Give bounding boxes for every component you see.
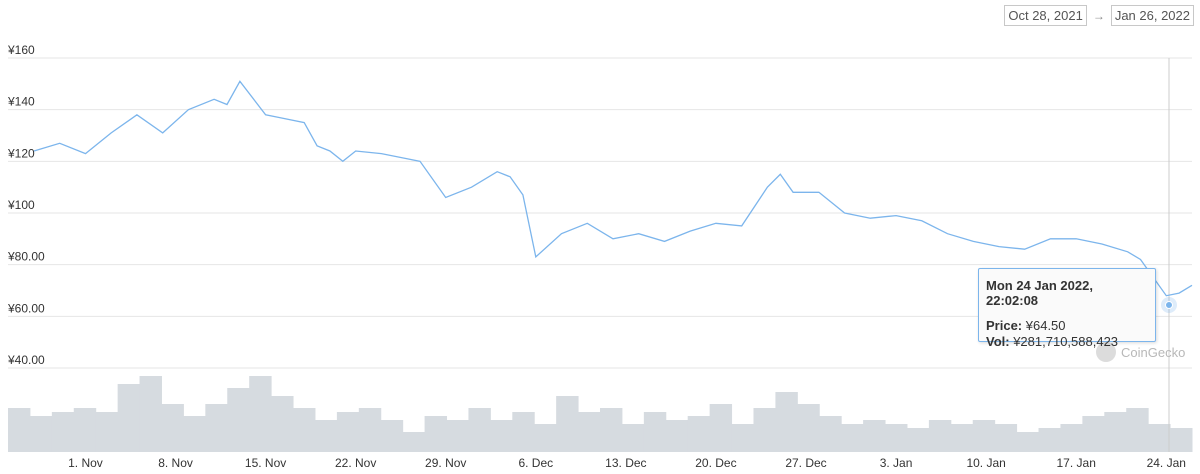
volume-bar bbox=[885, 424, 908, 452]
volume-bar bbox=[1126, 408, 1149, 452]
volume-bar bbox=[205, 404, 228, 452]
coingecko-logo-icon bbox=[1096, 342, 1116, 362]
x-tick-label: 6. Dec bbox=[518, 456, 553, 470]
volume-bar bbox=[556, 396, 579, 452]
volume-bar bbox=[29, 416, 53, 452]
x-tick-label: 24. Jan bbox=[1147, 456, 1186, 470]
y-tick-label: ¥80.00 bbox=[7, 250, 45, 264]
volume-bars bbox=[8, 376, 1193, 452]
x-tick-label: 17. Jan bbox=[1057, 456, 1096, 470]
volume-bar bbox=[95, 412, 119, 452]
x-tick-label: 20. Dec bbox=[695, 456, 736, 470]
y-axis-labels: ¥160 ¥140 ¥120 ¥100 ¥80.00 ¥60.00 ¥40.00 bbox=[7, 43, 45, 367]
volume-bar bbox=[183, 416, 206, 452]
y-tick-label: ¥40.00 bbox=[7, 353, 45, 367]
volume-bar bbox=[8, 408, 31, 452]
price-series-line bbox=[33, 80, 1193, 297]
volume-bar bbox=[424, 416, 448, 452]
watermark-text: CoinGecko bbox=[1121, 344, 1186, 360]
volume-bar bbox=[227, 388, 250, 452]
volume-bar bbox=[600, 408, 623, 452]
volume-bar bbox=[293, 408, 316, 452]
tooltip-volume-label: Vol: bbox=[986, 334, 1010, 349]
volume-bar bbox=[1170, 428, 1193, 452]
x-tick-label: 15. Nov bbox=[245, 456, 286, 470]
volume-bar bbox=[863, 420, 886, 452]
volume-bar bbox=[731, 424, 754, 452]
volume-bar bbox=[687, 416, 711, 452]
volume-bar bbox=[1016, 432, 1040, 452]
x-tick-label: 27. Dec bbox=[785, 456, 826, 470]
volume-bar bbox=[271, 396, 294, 452]
volume-bar bbox=[950, 424, 974, 452]
volume-bar bbox=[73, 408, 97, 452]
volume-bar bbox=[380, 420, 404, 452]
volume-bar bbox=[1038, 428, 1061, 452]
tooltip-volume-value: ¥281,710,588,423 bbox=[1009, 334, 1119, 349]
coingecko-watermark: CoinGecko bbox=[1096, 342, 1185, 362]
y-tick-label: ¥60.00 bbox=[7, 301, 45, 315]
volume-bar bbox=[446, 420, 469, 452]
volume-bar bbox=[402, 432, 426, 452]
volume-bar bbox=[161, 404, 184, 452]
x-tick-label: 13. Dec bbox=[605, 456, 646, 470]
volume-bar bbox=[512, 412, 535, 452]
price-tooltip: Mon 24 Jan 2022, 22:02:08 Price: ¥64.50 … bbox=[978, 268, 1156, 349]
volume-bar bbox=[906, 428, 930, 452]
volume-bar bbox=[358, 408, 382, 452]
volume-bar bbox=[1060, 424, 1083, 452]
volume-bar bbox=[51, 412, 75, 452]
volume-bar bbox=[972, 420, 996, 452]
volume-bar bbox=[775, 392, 798, 452]
x-axis-labels: 1. Nov 8. Nov 15. Nov 22. Nov 29. Nov 6. Dec 1… bbox=[68, 456, 1186, 470]
tooltip-price-value: ¥64.50 bbox=[1022, 318, 1066, 333]
volume-bar bbox=[314, 420, 338, 452]
x-tick-label: 8. Nov bbox=[158, 456, 193, 470]
volume-bar bbox=[139, 376, 162, 452]
volume-bar bbox=[468, 408, 491, 452]
volume-bar bbox=[490, 420, 513, 452]
y-tick-label: ¥120 bbox=[7, 146, 35, 160]
volume-bar bbox=[797, 404, 820, 452]
hover-marker bbox=[1165, 301, 1173, 309]
date-range-selector: Oct 28, 2021 → Jan 26, 2022 bbox=[1004, 5, 1194, 26]
volume-bar bbox=[928, 420, 952, 452]
tooltip-volume-row: Vol: ¥281,710,588,423 bbox=[986, 334, 1148, 350]
x-tick-label: 3. Jan bbox=[880, 456, 913, 470]
volume-bar bbox=[841, 424, 864, 452]
volume-bar bbox=[534, 424, 557, 452]
volume-bar bbox=[819, 416, 842, 452]
grid-lines bbox=[8, 57, 1192, 369]
x-tick-label: 22. Nov bbox=[335, 456, 376, 470]
x-tick-label: 29. Nov bbox=[425, 456, 466, 470]
range-end-date[interactable]: Jan 26, 2022 bbox=[1110, 5, 1194, 26]
volume-bar bbox=[753, 408, 776, 452]
volume-bar bbox=[643, 412, 667, 452]
range-arrow-icon: → bbox=[1092, 8, 1105, 23]
range-start-date[interactable]: Oct 28, 2021 bbox=[1004, 5, 1087, 26]
volume-bar bbox=[1104, 412, 1127, 452]
volume-bar bbox=[578, 412, 601, 452]
volume-bar bbox=[249, 376, 272, 452]
volume-bar bbox=[336, 412, 360, 452]
volume-bar bbox=[1082, 416, 1105, 452]
tooltip-price-label: Price: bbox=[986, 318, 1023, 333]
volume-bar bbox=[1148, 424, 1171, 452]
y-tick-label: ¥100 bbox=[7, 198, 35, 212]
volume-bar bbox=[709, 404, 733, 452]
volume-bar bbox=[665, 420, 689, 452]
y-tick-label: ¥160 bbox=[7, 43, 35, 57]
y-tick-label: ¥140 bbox=[7, 95, 35, 109]
x-tick-label: 10. Jan bbox=[966, 456, 1005, 470]
tooltip-price-row: Price: ¥64.50 bbox=[986, 318, 1148, 334]
volume-bar bbox=[994, 424, 1018, 452]
volume-bar bbox=[621, 424, 645, 452]
x-tick-label: 1. Nov bbox=[68, 456, 103, 470]
tooltip-date: Mon 24 Jan 2022, 22:02:08 bbox=[986, 278, 1093, 308]
volume-bar bbox=[117, 384, 141, 452]
